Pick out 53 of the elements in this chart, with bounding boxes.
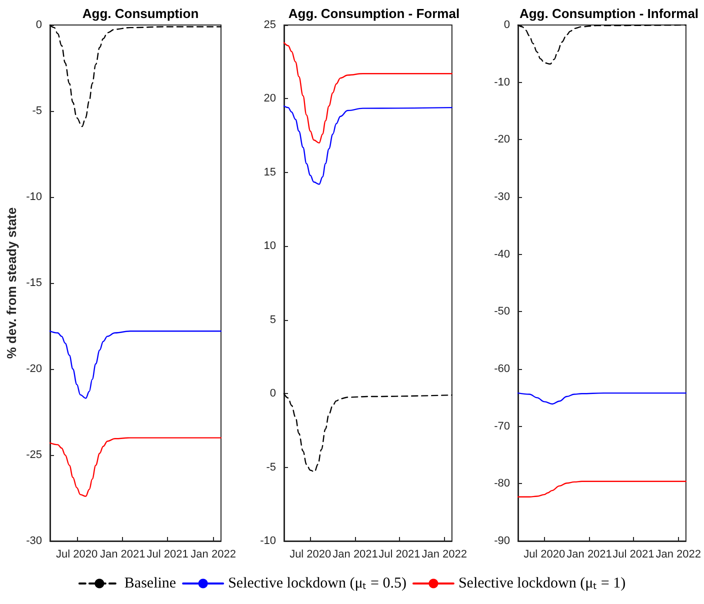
y-tick-label: -90 [494, 535, 510, 547]
x-tick-label: Jul 2021 [612, 548, 654, 560]
legend-label: Selective lockdown (μₜ = 1) [458, 576, 626, 592]
x-tick-label: Jan 2021 [332, 548, 378, 560]
x-tick-label: Jan 2022 [422, 548, 467, 560]
x-tick-label: Jul 2020 [56, 548, 98, 560]
line-series [283, 105, 453, 185]
y-tick-label: -50 [494, 306, 510, 318]
x-tick-label: Jul 2020 [290, 548, 332, 560]
y-tick-label: 0 [36, 19, 42, 31]
chart-title: Agg. Consumption - Informal [519, 6, 699, 21]
y-tick-label: -20 [494, 134, 510, 146]
line-series [49, 24, 222, 128]
y-tick-label: -70 [494, 420, 510, 432]
x-tick-label: Jan 2021 [566, 548, 612, 560]
y-tick-label: -80 [494, 478, 510, 490]
y-tick-label: 10 [264, 240, 276, 252]
line-series [517, 392, 687, 405]
y-tick-label: -30 [26, 535, 42, 547]
x-tick-label: Jul 2020 [524, 548, 566, 560]
y-tick-label: -10 [26, 191, 42, 203]
chart-title: Agg. Consumption - Formal [288, 6, 460, 21]
line-series [517, 24, 687, 65]
legend-label: Selective lockdown (μₜ = 0.5) [228, 576, 406, 592]
line-series [283, 392, 453, 472]
y-tick-label: -40 [494, 248, 510, 260]
x-tick-label: Jul 2021 [146, 548, 188, 560]
y-tick-label: -30 [494, 191, 510, 203]
x-tick-label: Jan 2021 [100, 548, 146, 560]
y-tick-label: -20 [26, 363, 42, 375]
y-tick-label: 20 [264, 92, 276, 105]
y-axis-title: % dev. from steady state [4, 207, 19, 359]
y-tick-label: -60 [494, 363, 510, 375]
line-series [283, 42, 453, 144]
x-tick-label: Jan 2022 [190, 548, 236, 560]
y-tick-label: -25 [26, 449, 42, 461]
y-tick-label: -10 [260, 535, 276, 547]
y-tick-label: -10 [494, 76, 510, 88]
line-series [49, 437, 222, 497]
y-tick-label: -5 [32, 105, 42, 117]
x-tick-label: Jul 2021 [378, 548, 420, 560]
chart-title: Agg. Consumption [82, 6, 199, 21]
legend-label: Baseline [124, 576, 176, 592]
x-tick-label: Jan 2022 [656, 548, 701, 560]
y-tick-label: 0 [270, 388, 276, 400]
y-tick-label: 25 [264, 19, 276, 31]
y-tick-label: -5 [266, 461, 276, 474]
y-tick-label: 15 [264, 166, 276, 178]
line-series [517, 480, 687, 498]
line-series [49, 330, 222, 399]
y-tick-label: -15 [26, 277, 42, 289]
y-tick-label: 5 [270, 314, 276, 326]
y-tick-label: 0 [504, 19, 510, 31]
